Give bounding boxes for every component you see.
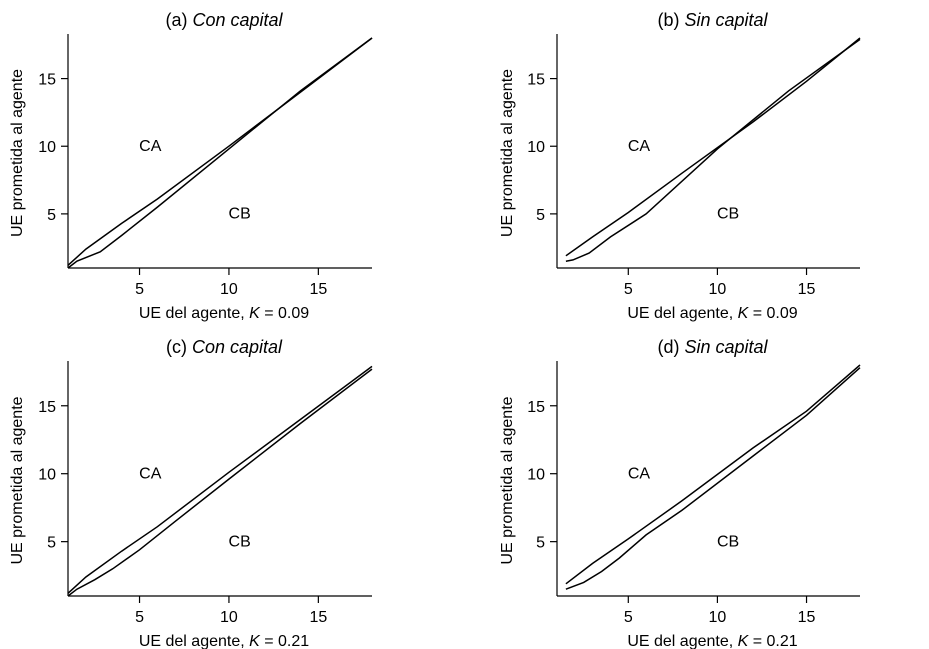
y-tick-label: 5 bbox=[47, 207, 56, 224]
x-tick-label: 15 bbox=[309, 281, 327, 298]
chart-title-prefix: (b) bbox=[657, 10, 684, 30]
chart-title-prefix: (d) bbox=[657, 337, 684, 357]
chart-title-prefix: (a) bbox=[165, 10, 192, 30]
x-tick-label: 5 bbox=[135, 609, 144, 626]
y-axis-label: UE prometida al agente bbox=[499, 69, 516, 237]
x-tick-label: 5 bbox=[624, 609, 633, 626]
region-label-cb: CB bbox=[717, 533, 739, 550]
x-tick-label: 10 bbox=[709, 609, 727, 626]
chart-title: (d) Sin capital bbox=[657, 337, 768, 357]
x-axis-label-suffix: = 0.21 bbox=[260, 633, 309, 649]
y-tick-label: 10 bbox=[527, 139, 545, 156]
x-tick-label: 15 bbox=[798, 609, 816, 626]
y-tick-label: 10 bbox=[527, 467, 545, 484]
chart-title: (c) Con capital bbox=[166, 337, 283, 357]
x-axis-label-prefix: UE del agente, bbox=[627, 633, 737, 649]
x-tick-label: 5 bbox=[624, 281, 633, 298]
region-label-ca: CA bbox=[139, 138, 162, 155]
x-axis-label-suffix: = 0.09 bbox=[260, 305, 309, 322]
y-tick-label: 5 bbox=[47, 535, 56, 552]
region-label-cb: CB bbox=[229, 206, 251, 223]
chart-title-italic: Con capital bbox=[192, 10, 283, 30]
x-axis-label-italic: K bbox=[249, 305, 261, 322]
x-axis-label: UE del agente, K = 0.09 bbox=[627, 305, 797, 322]
region-label-cb: CB bbox=[717, 206, 739, 223]
y-tick-label: 10 bbox=[38, 139, 56, 156]
y-axis-label: UE prometida al agente bbox=[9, 396, 26, 564]
y-axis-label: UE prometida al agente bbox=[9, 69, 26, 237]
x-axis-label-prefix: UE del agente, bbox=[139, 633, 249, 649]
region-label-ca: CA bbox=[139, 465, 162, 482]
x-axis-label-italic: K bbox=[738, 305, 750, 322]
x-axis-label: UE del agente, K = 0.09 bbox=[139, 305, 309, 322]
series-line-2 bbox=[67, 368, 373, 597]
chart-title-italic: Sin capital bbox=[684, 10, 768, 30]
x-axis-label-italic: K bbox=[249, 633, 261, 649]
y-tick-label: 5 bbox=[536, 535, 545, 552]
chart-title: (b) Sin capital bbox=[657, 10, 768, 30]
x-axis-label-italic: K bbox=[738, 633, 750, 649]
x-axis-label-prefix: UE del agente, bbox=[139, 305, 249, 322]
chart-title-italic: Sin capital bbox=[684, 337, 768, 357]
x-tick-label: 5 bbox=[135, 281, 144, 298]
series-line-2 bbox=[67, 37, 373, 269]
x-tick-label: 10 bbox=[709, 281, 727, 298]
series-line-1 bbox=[67, 365, 373, 594]
y-tick-label: 15 bbox=[527, 399, 545, 416]
y-tick-label: 15 bbox=[527, 72, 545, 89]
series-line-1 bbox=[565, 37, 861, 257]
series-line-2 bbox=[565, 367, 861, 590]
region-label-ca: CA bbox=[628, 465, 651, 482]
y-axis-label: UE prometida al agente bbox=[499, 396, 516, 564]
region-label-cb: CB bbox=[229, 533, 251, 550]
x-axis-label-prefix: UE del agente, bbox=[627, 305, 737, 322]
series-line-1 bbox=[565, 364, 861, 585]
x-tick-label: 15 bbox=[798, 281, 816, 298]
series-line-2 bbox=[565, 38, 861, 262]
x-axis-label-suffix: = 0.09 bbox=[748, 305, 797, 322]
region-label-ca: CA bbox=[628, 138, 651, 155]
x-tick-label: 10 bbox=[220, 281, 238, 298]
x-tick-label: 15 bbox=[309, 609, 327, 626]
chart-title: (a) Con capital bbox=[165, 10, 283, 30]
x-tick-label: 10 bbox=[220, 609, 238, 626]
chart-title-prefix: (c) bbox=[166, 337, 192, 357]
y-tick-label: 15 bbox=[38, 399, 56, 416]
x-axis-label-suffix: = 0.21 bbox=[748, 633, 797, 649]
series-line-1 bbox=[67, 37, 373, 266]
y-tick-label: 15 bbox=[38, 72, 56, 89]
chart-title-italic: Con capital bbox=[192, 337, 283, 357]
y-tick-label: 10 bbox=[38, 467, 56, 484]
y-tick-label: 5 bbox=[536, 207, 545, 224]
x-axis-label: UE del agente, K = 0.21 bbox=[139, 633, 309, 649]
x-axis-label: UE del agente, K = 0.21 bbox=[627, 633, 797, 649]
